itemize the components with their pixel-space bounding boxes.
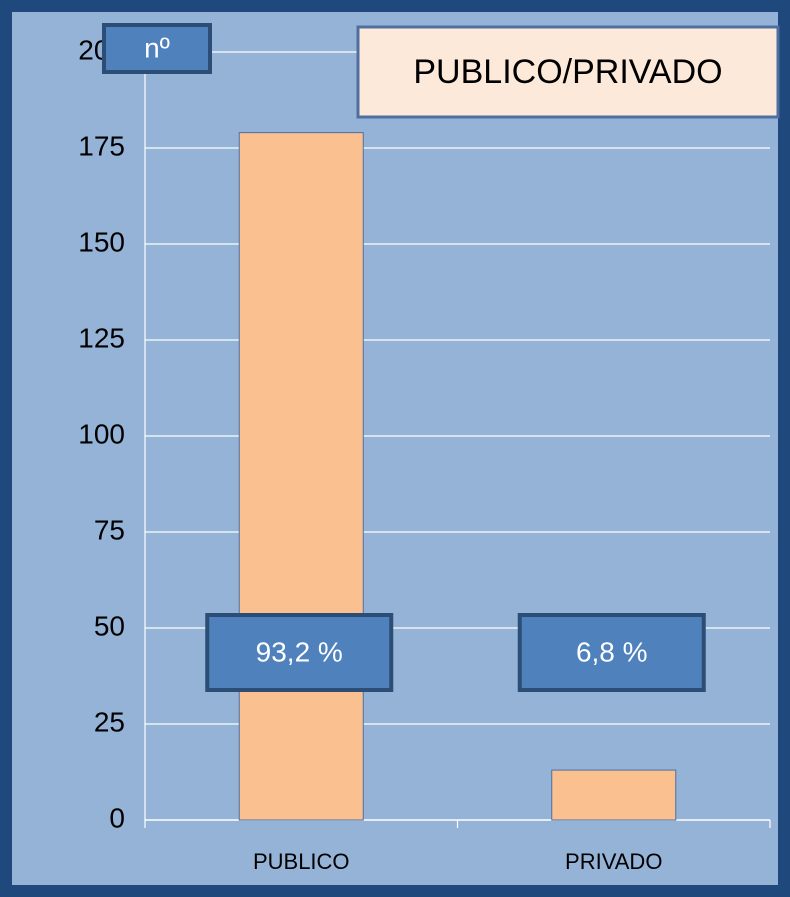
y-label-box <box>102 23 212 74</box>
y-tick-label: 100 <box>78 418 125 449</box>
y-tick-label: 125 <box>78 322 125 353</box>
chart-title: PUBLICO/PRIVADO <box>413 53 722 91</box>
title-box <box>356 25 780 119</box>
y-tick-label: 0 <box>109 802 125 833</box>
y-tick-label: 50 <box>94 610 125 641</box>
annotation-box <box>517 613 706 692</box>
y-tick-label: 150 <box>78 226 125 257</box>
bar <box>551 769 677 821</box>
y-tick-label: 25 <box>94 706 125 737</box>
x-tick-label: PUBLICO <box>253 849 350 874</box>
x-tick-label: PRIVADO <box>565 849 662 874</box>
annotation: 6,8 % <box>576 636 648 667</box>
y-axis-label: nº <box>144 32 170 63</box>
y-tick-label: 175 <box>78 130 125 161</box>
bar <box>238 132 364 821</box>
annotation-box <box>205 613 394 692</box>
y-tick-label: 75 <box>94 514 125 545</box>
chart-area <box>12 12 778 885</box>
annotation: 93,2 % <box>256 636 343 667</box>
